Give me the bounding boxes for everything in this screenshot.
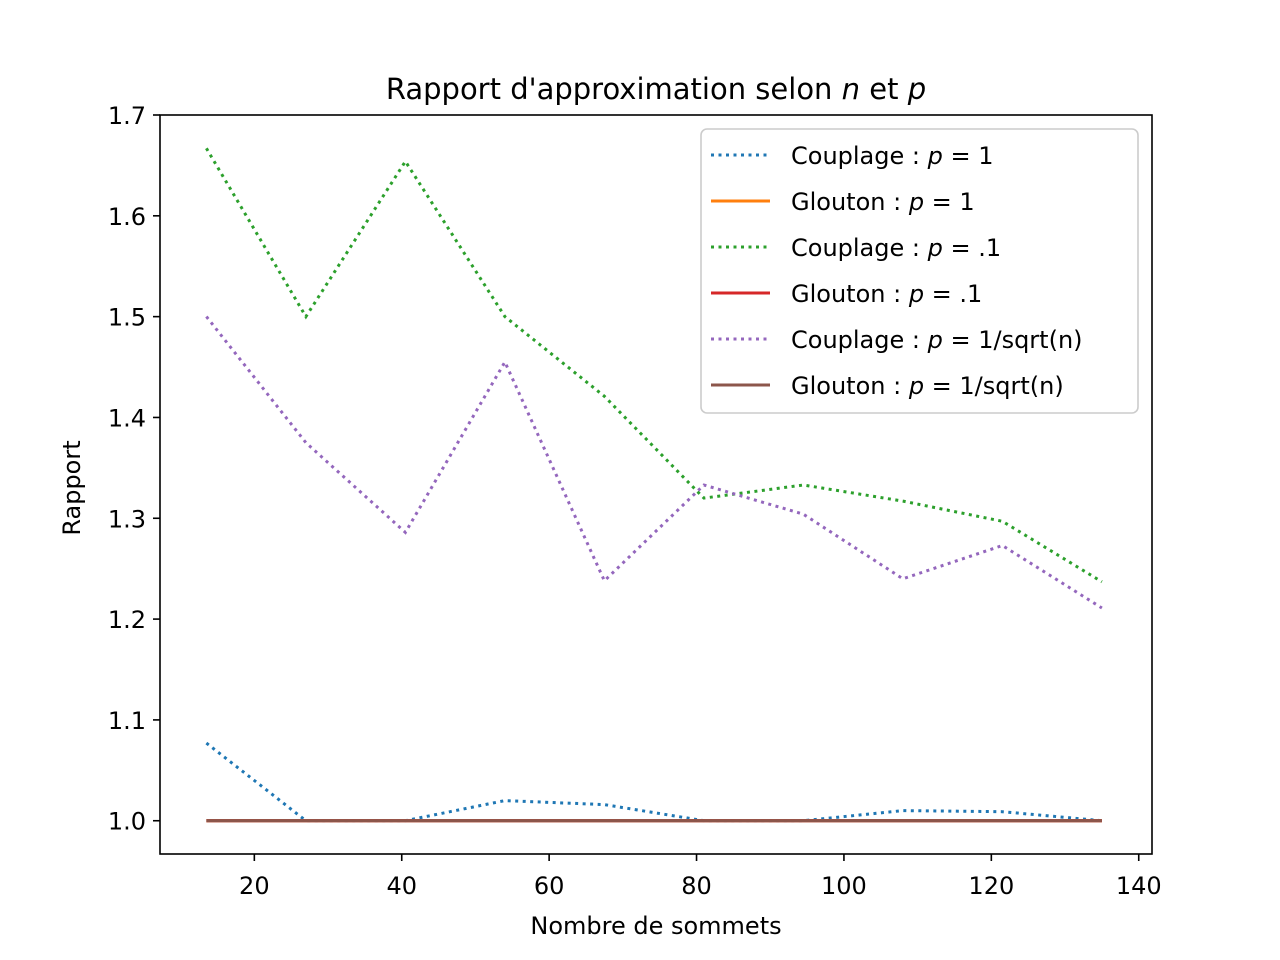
chart-title-var-n: n: [842, 72, 860, 106]
legend-label-3: Couplage : p = .1: [791, 234, 1001, 262]
x-tick-label: 100: [821, 872, 867, 900]
y-tick-label: 1.3: [108, 505, 146, 533]
x-tick-label: 140: [1116, 872, 1162, 900]
legend-entries: Couplage : p = 1 Glouton : p = 1 Couplage …: [711, 142, 1083, 400]
legend: Couplage : p = 1 Glouton : p = 1 Couplage …: [700, 128, 1139, 414]
legend-label-2: Glouton : p = 1: [791, 188, 975, 216]
y-tick-label: 1.7: [108, 102, 146, 130]
y-tick-label: 1.0: [108, 808, 146, 836]
x-tick-label: 20: [239, 872, 270, 900]
x-tick-label: 80: [681, 872, 712, 900]
chart-title-var-p: p: [907, 72, 926, 106]
x-tick-label: 40: [386, 872, 417, 900]
legend-label-1: Couplage : p = 1: [791, 142, 993, 170]
chart-title-prefix: Rapport d'approximation selon: [386, 72, 842, 106]
series-line-5: [205, 315, 1103, 610]
legend-box: [700, 128, 1139, 414]
y-tick-label: 1.2: [108, 606, 146, 634]
chart-title: Rapport d'approximation selon n et p: [386, 72, 926, 106]
x-axis-label: Nombre de sommets: [530, 912, 781, 940]
y-tick-label: 1.1: [108, 707, 146, 735]
chart-title-middle: et: [860, 72, 908, 106]
series-lines: [205, 147, 1103, 823]
y-tick-label: 1.6: [108, 203, 146, 231]
legend-label-6: Glouton : p = 1/sqrt(n): [791, 372, 1064, 400]
series-line-1: [205, 741, 1103, 823]
x-axis-ticks: 20 40 60 80 100 120 140: [239, 854, 1162, 900]
y-tick-label: 1.5: [108, 304, 146, 332]
legend-label-4: Glouton : p = .1: [791, 280, 982, 308]
y-tick-label: 1.4: [108, 404, 146, 432]
legend-label-5: Couplage : p = 1/sqrt(n): [791, 326, 1083, 354]
y-axis-label: Rapport: [58, 440, 86, 535]
series-line-3: [205, 147, 1103, 584]
x-tick-label: 60: [534, 872, 565, 900]
plot-area-frame: [159, 114, 1153, 855]
y-axis-ticks: 1.0 1.1 1.2 1.3 1.4 1.5 1.6 1.7: [108, 102, 160, 836]
x-tick-label: 120: [968, 872, 1014, 900]
